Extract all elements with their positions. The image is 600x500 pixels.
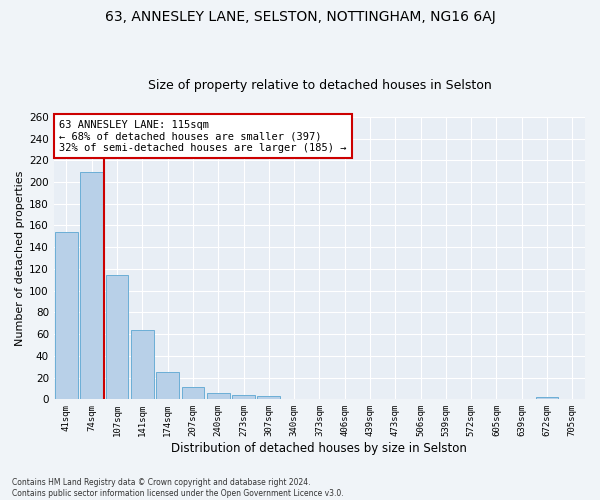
Bar bbox=[55, 232, 78, 400]
Bar bbox=[182, 388, 204, 400]
X-axis label: Distribution of detached houses by size in Selston: Distribution of detached houses by size … bbox=[172, 442, 467, 455]
Bar bbox=[156, 372, 179, 400]
Bar bbox=[131, 330, 154, 400]
Bar bbox=[106, 276, 128, 400]
Bar bbox=[257, 396, 280, 400]
Bar bbox=[536, 397, 559, 400]
Text: Contains HM Land Registry data © Crown copyright and database right 2024.
Contai: Contains HM Land Registry data © Crown c… bbox=[12, 478, 344, 498]
Title: Size of property relative to detached houses in Selston: Size of property relative to detached ho… bbox=[148, 79, 491, 92]
Bar bbox=[207, 393, 230, 400]
Bar bbox=[232, 395, 255, 400]
Y-axis label: Number of detached properties: Number of detached properties bbox=[15, 170, 25, 346]
Text: 63 ANNESLEY LANE: 115sqm
← 68% of detached houses are smaller (397)
32% of semi-: 63 ANNESLEY LANE: 115sqm ← 68% of detach… bbox=[59, 120, 347, 153]
Bar bbox=[80, 172, 103, 400]
Text: 63, ANNESLEY LANE, SELSTON, NOTTINGHAM, NG16 6AJ: 63, ANNESLEY LANE, SELSTON, NOTTINGHAM, … bbox=[104, 10, 496, 24]
